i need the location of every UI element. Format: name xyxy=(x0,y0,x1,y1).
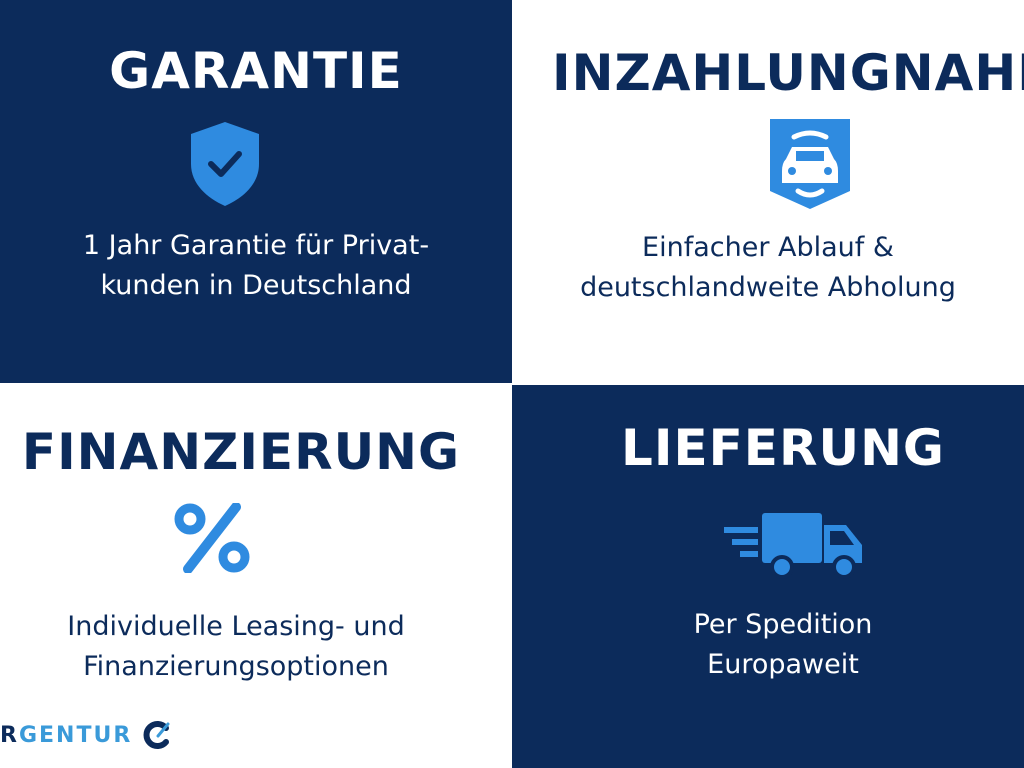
panel-description: Individuelle Leasing- und Finanzierungso… xyxy=(0,607,512,687)
panel-description: 1 Jahr Garantie für Privat- kunden in De… xyxy=(0,226,512,306)
description-line: kunden in Deutschland xyxy=(100,270,412,301)
company-logo: R GENTUR xyxy=(0,720,172,750)
description-line: Finanzierungsoptionen xyxy=(83,651,389,682)
description-line: Europaweit xyxy=(707,649,859,680)
panel-title: GARANTIE xyxy=(109,42,403,100)
finanzierung-panel: FINANZIERUNG Individuelle Leasing- und F… xyxy=(0,385,512,768)
logo-text-rest: GENTUR xyxy=(18,722,133,748)
logo-mark-icon xyxy=(143,721,170,749)
garantie-panel: GARANTIE 1 Jahr Garantie für Privat- kun… xyxy=(0,0,512,383)
description-line: 1 Jahr Garantie für Privat- xyxy=(82,230,430,261)
delivery-truck-icon xyxy=(724,513,862,579)
description-line: Individuelle Leasing- und xyxy=(67,611,405,642)
inzahlungnahme-panel: INZAHLUNGNAHME Einfacher Ablauf & deutsc… xyxy=(512,0,1024,383)
panel-title: FINANZIERUNG xyxy=(21,423,461,481)
panel-title: LIEFERUNG xyxy=(621,419,945,477)
panel-description: Einfacher Ablauf & deutschlandweite Abho… xyxy=(512,228,1024,308)
description-line: Per Spedition xyxy=(693,609,873,640)
shield-check-icon xyxy=(191,122,259,206)
percent-icon xyxy=(174,503,250,573)
description-line: Einfacher Ablauf & xyxy=(642,232,894,263)
logo-text-first: R xyxy=(0,722,19,748)
lieferung-panel: LIEFERUNG Per Spedition Europaweit xyxy=(512,385,1024,768)
panel-description: Per Spedition Europaweit xyxy=(542,605,1024,685)
description-line: deutschlandweite Abholung xyxy=(580,272,956,303)
car-icon xyxy=(770,119,850,209)
panel-title: INZAHLUNGNAHME xyxy=(552,44,1024,102)
